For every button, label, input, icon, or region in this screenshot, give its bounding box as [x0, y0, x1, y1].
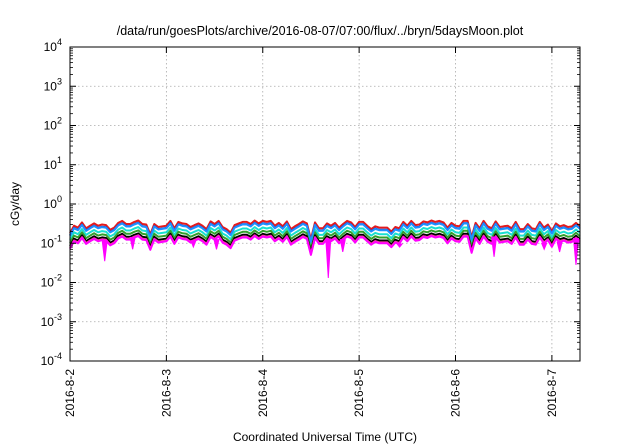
series-line: [69, 229, 581, 251]
grid: [70, 47, 580, 361]
series-line: [69, 222, 581, 243]
series-spike: [190, 240, 197, 249]
y-tick-label: 103: [44, 76, 62, 93]
x-tick-label: 2016-8-7: [545, 369, 559, 417]
x-tick-label: 2016-8-6: [449, 369, 463, 417]
y-tick-label: 104: [44, 37, 62, 54]
x-tick-label: 2016-8-2: [63, 369, 77, 417]
y-tick-label: 100: [44, 194, 62, 211]
x-axis-label: Coordinated Universal Time (UTC): [233, 430, 417, 444]
y-tick-label: 102: [44, 116, 62, 133]
series-spike: [396, 243, 404, 248]
series-spike: [339, 239, 346, 253]
x-tick-label: 2016-8-4: [256, 369, 270, 417]
y-tick-label: 10-3: [41, 312, 62, 329]
series-line: [69, 226, 581, 247]
series-spike: [490, 236, 498, 257]
y-tick-label: 101: [44, 155, 62, 172]
y-axis: 10-4 10-3 10-2 10-1 100 101 102 103 104: [41, 37, 580, 368]
chart-title: /data/run/goesPlots/archive/2016-08-07/0…: [117, 24, 524, 38]
y-tick-label: 10-2: [41, 273, 62, 290]
series-spike: [325, 238, 332, 279]
series-line: [69, 232, 581, 254]
series-spike: [213, 239, 220, 250]
series-spike: [540, 242, 548, 251]
series-layer: [69, 219, 581, 279]
series-line: [69, 219, 581, 241]
y-tick-label: 10-4: [41, 351, 62, 368]
series-spike: [556, 241, 563, 253]
series-spike: [129, 237, 136, 250]
y-tick-label: 10-1: [41, 233, 62, 250]
series-spike: [101, 240, 108, 262]
x-axis: 2016-8-2 2016-8-3 2016-8-4 2016-8-5 2016-8-6…: [63, 47, 559, 417]
y-axis-label: cGy/day: [8, 182, 22, 226]
x-tick-label: 2016-8-3: [159, 369, 173, 417]
x-tick-label: 2016-8-5: [352, 369, 366, 417]
